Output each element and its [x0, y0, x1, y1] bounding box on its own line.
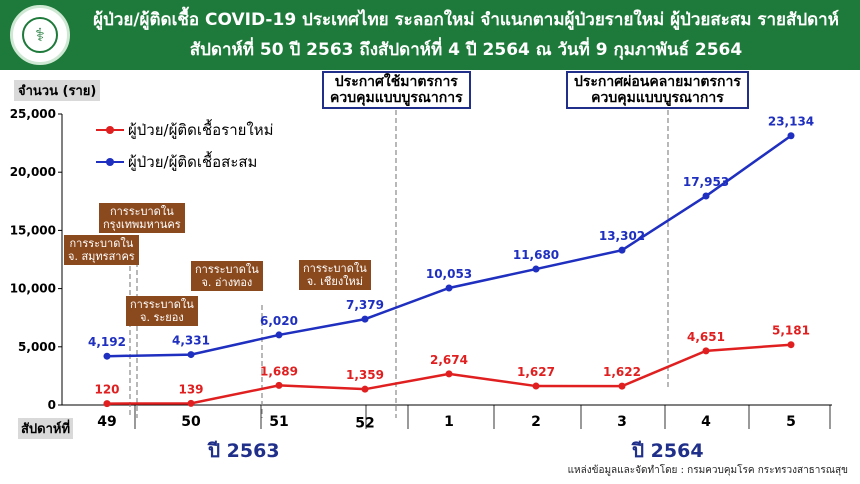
annotation-relax: ประกาศผ่อนคลายมาตรการ ควบคุมแบบบูรณาการ — [566, 71, 749, 109]
data-label: 13,302 — [599, 229, 645, 243]
data-label: 120 — [94, 383, 119, 397]
event-bangkok: การระบาดใน กรุงเทพมหานคร — [99, 203, 185, 233]
data-point — [532, 382, 540, 390]
x-tick-label: 52 — [355, 415, 374, 431]
data-point — [787, 132, 795, 140]
x-tick-label: 3 — [617, 414, 627, 430]
event-samutsakhon: การระบาดใน จ. สมุทรสาคร — [64, 235, 139, 265]
data-point — [275, 331, 283, 339]
data-label: 5,181 — [772, 324, 810, 338]
data-label: 1,689 — [260, 364, 298, 378]
data-point — [275, 381, 283, 389]
data-label: 4,192 — [88, 335, 126, 349]
event-chiangmai: การระบาดใน จ. เชียงใหม่ — [299, 260, 371, 290]
x-tick-label: 49 — [97, 414, 116, 430]
y-tick-label: 0 — [48, 398, 56, 412]
event-angthong: การระบาดใน จ. อ่างทอง — [191, 261, 263, 291]
y-tick-label: 15,000 — [10, 223, 56, 237]
x-tick-label: 50 — [181, 414, 201, 430]
x-tick-label: 4 — [701, 414, 711, 430]
data-point — [103, 400, 111, 408]
data-label: 1,359 — [346, 368, 384, 382]
seal-ring: ⚕ — [22, 17, 58, 53]
data-point — [187, 399, 195, 407]
series-new-cases: 120 139 1,689 1,359 2,674 1,627 1,622 4,651 5,18… — [94, 324, 810, 408]
data-point — [702, 347, 710, 355]
data-point — [361, 315, 369, 323]
data-label: 6,020 — [260, 314, 298, 328]
data-label: 4,651 — [687, 330, 725, 344]
ministry-seal-icon: ⚕ — [10, 5, 70, 65]
y-tick-label: 10,000 — [10, 282, 56, 296]
data-point — [532, 265, 540, 273]
data-label: 2,674 — [430, 353, 468, 367]
chart-title: ผู้ป่วย/ผู้ติดเชื้อ COVID-19 ประเทศไทย ร… — [93, 10, 839, 30]
data-label: 10,053 — [426, 267, 472, 281]
data-label: 7,379 — [346, 298, 384, 312]
data-label: 11,680 — [513, 248, 559, 262]
data-point — [787, 341, 795, 349]
y-tick-label: 5,000 — [18, 340, 56, 354]
data-point — [361, 385, 369, 393]
x-tick-label: 5 — [786, 414, 796, 430]
data-point — [187, 351, 195, 359]
data-label: 23,134 — [768, 115, 814, 129]
year-label-2563: ปี 2563 — [208, 440, 280, 462]
y-tick-label: 20,000 — [10, 165, 56, 179]
legend-label-cumulative: ผู้ป่วย/ผู้ติดเชื้อสะสม — [128, 153, 258, 171]
series-cumulative-cases: 4,192 4,331 6,020 7,379 10,053 11,680 13,302 17… — [88, 115, 814, 360]
source-note: แหล่งข้อมูลและจัดทำโดย : กรมควบคุมโรค กร… — [567, 465, 848, 476]
year-label-2564: ปี 2564 — [632, 440, 704, 462]
annotation-lockdown: ประกาศใช้มาตรการ ควบคุมแบบบูรณาการ — [322, 71, 471, 109]
guide-lines — [129, 110, 669, 418]
y-axis-title: จำนวน (ราย) — [14, 80, 101, 101]
x-axis-title: สัปดาห์ที่ — [18, 418, 74, 439]
chart-subtitle: สัปดาห์ที่ 50 ปี 2563 ถึงสัปดาห์ที่ 4 ปี… — [189, 40, 743, 60]
data-label: 1,622 — [603, 365, 641, 379]
legend-new-cases: ผู้ป่วย/ผู้ติดเชื้อรายใหม่ — [96, 118, 274, 142]
legend-swatch-red — [96, 125, 124, 135]
data-point — [103, 352, 111, 360]
legend-cumulative-cases: ผู้ป่วย/ผู้ติดเชื้อสะสม — [96, 150, 257, 174]
legend-swatch-blue — [96, 157, 124, 167]
data-label: 17,953 — [683, 175, 729, 189]
y-tick-label: 25,000 — [10, 107, 56, 121]
data-label: 4,331 — [172, 334, 210, 348]
data-label: 1,627 — [517, 365, 555, 379]
data-point — [618, 246, 626, 254]
data-point — [445, 370, 453, 378]
data-point — [618, 382, 626, 390]
x-tick-label: 1 — [444, 414, 454, 430]
x-tick-label: 2 — [531, 414, 541, 430]
header-banner: ⚕ ผู้ป่วย/ผู้ติดเชื้อ COVID-19 ประเทศไทย… — [0, 0, 860, 70]
data-point — [702, 192, 710, 200]
event-rayong: การระบาดใน จ. ระยอง — [126, 296, 198, 326]
data-label: 139 — [178, 382, 203, 396]
caduceus-glyph: ⚕ — [35, 25, 45, 46]
x-tick-label: 51 — [269, 414, 288, 430]
data-point — [445, 284, 453, 292]
legend-label-new: ผู้ป่วย/ผู้ติดเชื้อรายใหม่ — [128, 121, 274, 139]
